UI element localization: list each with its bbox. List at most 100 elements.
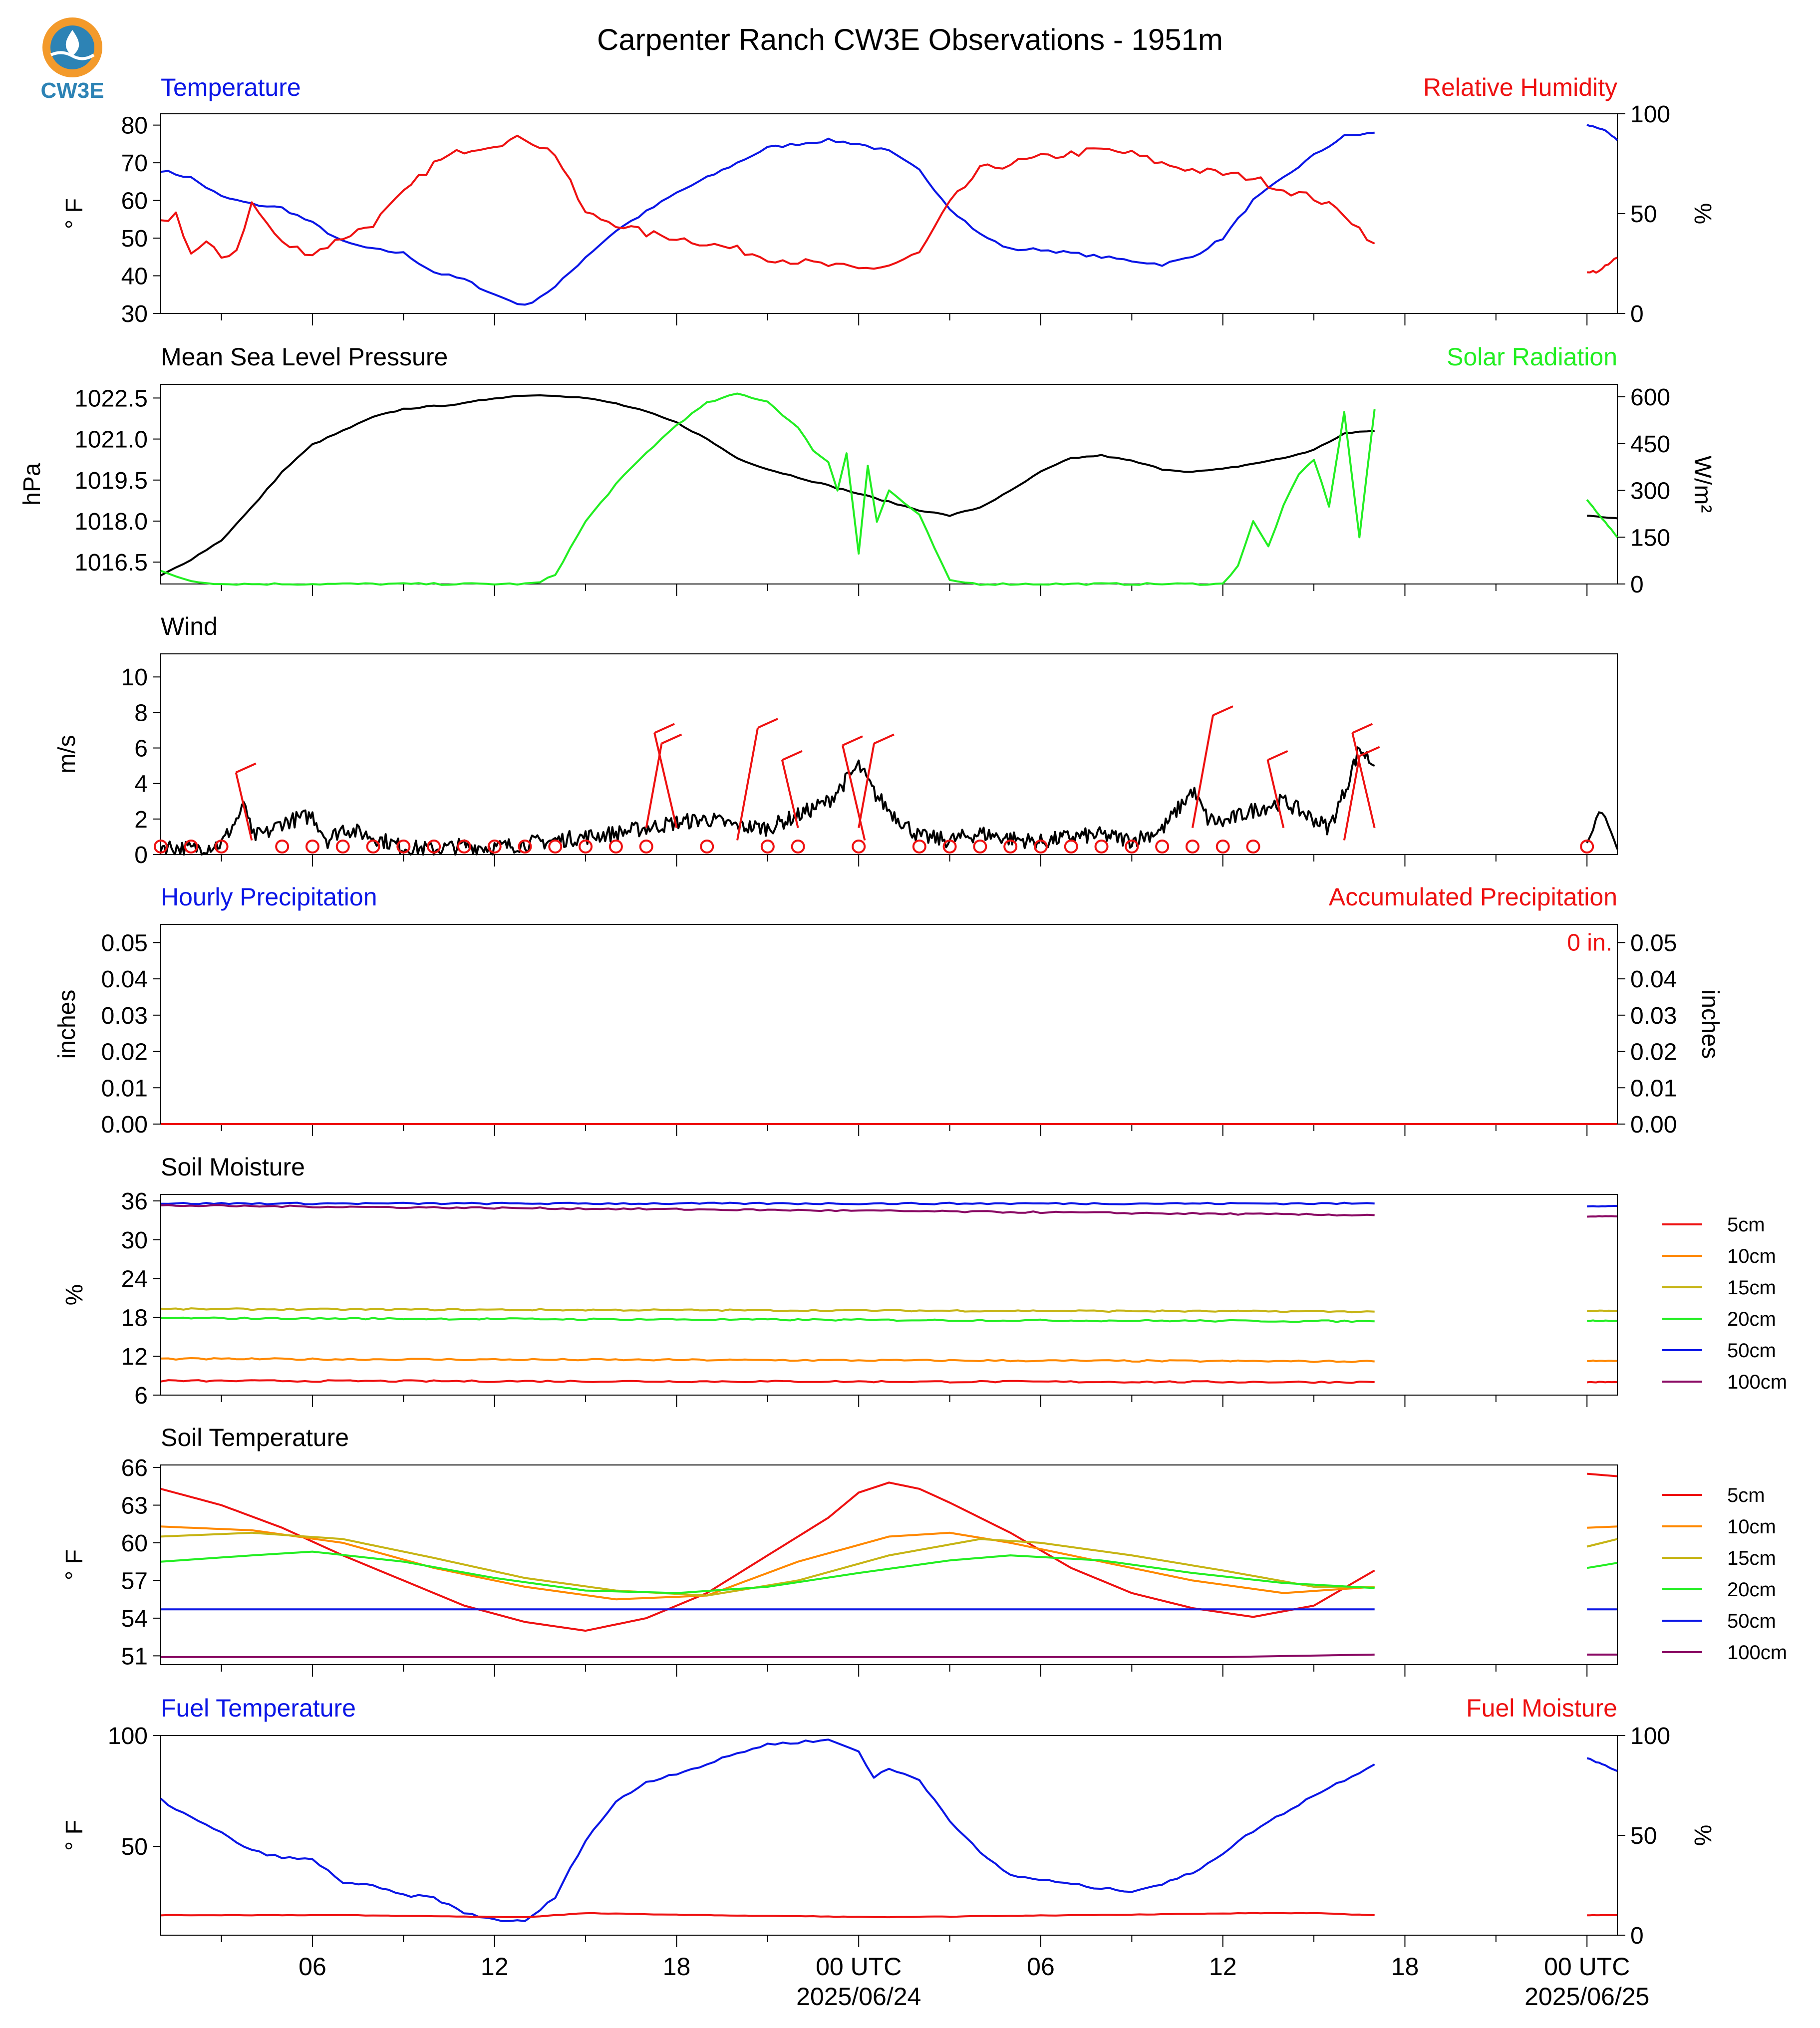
calm-marker [700, 839, 714, 854]
y-right-axis-label: % [1689, 203, 1716, 225]
legend-label: 15cm [1727, 1547, 1776, 1569]
wind-barb-staff [842, 745, 866, 841]
y-tick-label: 24 [121, 1266, 148, 1293]
series-line-late-20cm [1587, 1319, 1618, 1322]
calm-marker [1185, 839, 1200, 854]
series-line-late-temperature [1586, 124, 1618, 141]
x-tick-label: 12 [481, 1953, 509, 1981]
y-tick-label: 1018.0 [74, 509, 148, 535]
plot-frame [160, 113, 1618, 314]
wind-barb-flag [874, 733, 895, 745]
series-line-relative-humidity [160, 134, 1375, 270]
y-tick-label: 1016.5 [74, 550, 148, 576]
series-line-wind-speed [160, 746, 1375, 856]
y-tick-label: 0 [134, 842, 148, 869]
wind-barb-flag [1267, 750, 1288, 761]
calm-marker [852, 839, 866, 854]
x-tick-label: 18 [1391, 1953, 1419, 1981]
calm-marker [1094, 839, 1109, 854]
legend-label: 5cm [1727, 1484, 1765, 1506]
calm-marker [548, 839, 563, 854]
y-tick-label: 70 [121, 150, 148, 177]
wind-barb-staff [781, 760, 799, 829]
y-right-tick-label: 150 [1630, 525, 1670, 551]
y-right-tick-label: 600 [1630, 384, 1670, 411]
y-tick-label: 0.03 [101, 1003, 148, 1029]
y-axis-label: ° F [61, 1549, 88, 1580]
y-right-tick-label: 0.03 [1630, 1003, 1677, 1029]
wind-barb-flag [782, 750, 803, 761]
wind-barb-staff [858, 743, 875, 828]
panel-right-title: Accumulated Precipitation [1329, 883, 1617, 911]
y-tick-label: 0.00 [101, 1112, 148, 1138]
plot-frame [160, 1735, 1618, 1936]
y-axis-label: ° F [61, 1820, 88, 1851]
panel-right-title: Fuel Moisture [1466, 1694, 1617, 1722]
plot-frame [160, 924, 1618, 1125]
y-right-tick-label: 50 [1630, 201, 1657, 228]
y-tick-label: 0.02 [101, 1039, 148, 1066]
y-tick-label: 30 [121, 1227, 148, 1254]
series-line-late-5cm [1587, 1472, 1618, 1477]
series-line-late-100cm [1587, 1215, 1618, 1218]
y-tick-label: 80 [121, 113, 148, 139]
panel-soil_moisture: Soil Moisture 6 12 18 24 30 36% 5cm 10cm 15cm 20cm… [61, 1153, 1787, 1409]
wind-barb-flag [1359, 746, 1380, 757]
y-right-tick-label: 0.02 [1630, 1039, 1677, 1066]
series-line-5cm [160, 1379, 1375, 1384]
calm-marker [366, 839, 380, 854]
y-right-tick-label: 0.01 [1630, 1075, 1677, 1102]
series-line-fuel-moisture [160, 1912, 1375, 1919]
cw3e-logo: CW3E [40, 17, 104, 103]
panel-left-title: Hourly Precipitation [161, 883, 377, 911]
panel-left-title: Fuel Temperature [161, 1694, 356, 1722]
legend-label: 100cm [1727, 1642, 1787, 1664]
calm-marker [912, 839, 926, 854]
wind-barb-staff [653, 732, 678, 829]
series-line-100cm [161, 1653, 1375, 1658]
y-tick-label: 1019.5 [74, 468, 148, 494]
series-line-5cm [160, 1481, 1375, 1632]
y-tick-label: 50 [121, 226, 148, 252]
calm-marker [396, 839, 411, 854]
y-tick-label: 1021.0 [74, 427, 148, 453]
calm-marker [457, 839, 471, 854]
y-right-tick-label: 0.05 [1630, 930, 1677, 956]
panel-precipitation: Hourly Precipitation Accumulated Precipit… [54, 883, 1723, 1138]
calm-marker [305, 839, 319, 854]
series-line-late-relative-humidity [1587, 257, 1618, 274]
y-axis-label: % [61, 1284, 88, 1306]
legend-label: 20cm [1727, 1308, 1776, 1330]
panel-temperature_rh: Temperature Relative Humidity 30 40 50 60 70 80… [61, 73, 1716, 327]
y-tick-label: 54 [121, 1606, 148, 1632]
y-tick-label: 2 [134, 807, 148, 833]
calm-marker [973, 839, 987, 854]
legend-label: 10cm [1727, 1245, 1776, 1267]
y-tick-label: 60 [121, 188, 148, 215]
panel-left-title: Mean Sea Level Pressure [161, 343, 448, 371]
wind-barb-staff [1351, 732, 1376, 829]
wind-barb-staff [235, 772, 253, 841]
y-right-tick-label: 300 [1630, 478, 1670, 505]
series-line-temperature [160, 131, 1375, 306]
series-line-late-10cm [1587, 1525, 1618, 1529]
y-tick-label: 51 [121, 1643, 148, 1670]
calm-marker [639, 839, 653, 854]
y-tick-label: 12 [121, 1344, 148, 1370]
panel-left-title: Temperature [161, 73, 301, 101]
y-tick-label: 0.05 [101, 930, 148, 956]
y-right-tick-label: 0.00 [1630, 1112, 1677, 1138]
panel-right-title: Relative Humidity [1423, 73, 1617, 101]
y-tick-label: 8 [134, 700, 148, 726]
series-line-100cm [160, 1204, 1375, 1217]
calm-marker [1064, 839, 1078, 854]
y-tick-label: 0.01 [101, 1075, 148, 1102]
calm-marker [335, 839, 350, 854]
series-line-fuel-temperature [160, 1738, 1375, 1922]
calm-marker [942, 839, 957, 854]
series-line-late-fuel-temperature [1586, 1757, 1618, 1772]
y-tick-label: 6 [134, 736, 148, 762]
y-tick-label: 6 [134, 1383, 148, 1409]
y-tick-label: 60 [121, 1530, 148, 1557]
